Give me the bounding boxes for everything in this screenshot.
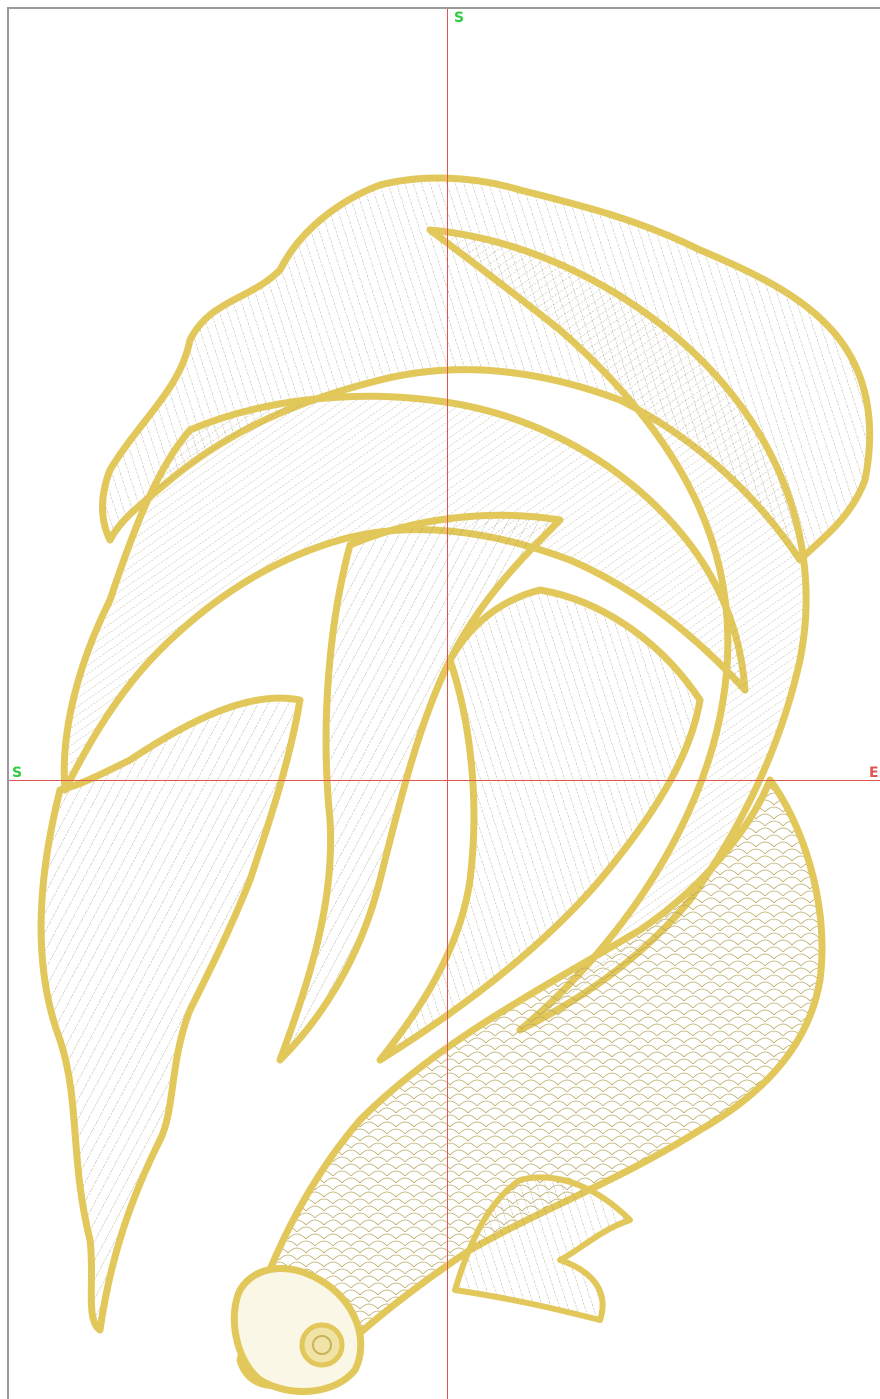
start-marker-top: S	[454, 10, 465, 26]
horizontal-center-axis	[9, 780, 880, 781]
fish-body	[236, 776, 826, 1390]
fish-eye-icon	[299, 1322, 345, 1368]
vertical-center-axis	[447, 9, 448, 1399]
end-marker-right: E	[869, 765, 879, 781]
fin-strand-center	[276, 511, 564, 1064]
pectoral-fin	[452, 1174, 633, 1323]
fin-strand-right	[376, 586, 704, 1064]
start-marker-left: S	[12, 765, 23, 781]
tail-fin-left	[37, 694, 304, 1334]
